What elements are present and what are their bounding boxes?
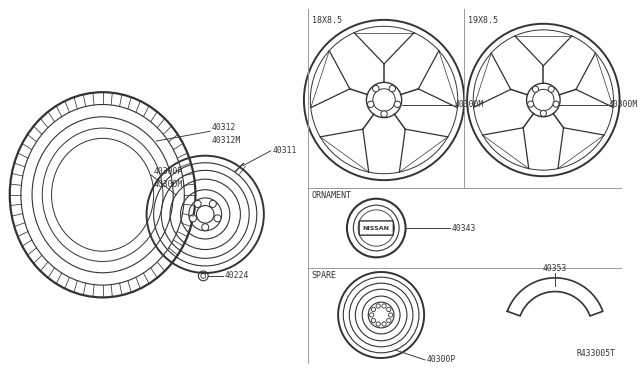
Circle shape — [189, 215, 196, 222]
Text: 40300P: 40300P — [427, 356, 456, 365]
Text: 40312: 40312 — [212, 123, 236, 132]
Circle shape — [527, 101, 534, 107]
Circle shape — [369, 313, 374, 317]
Circle shape — [214, 215, 221, 222]
Text: R433005T: R433005T — [577, 349, 616, 358]
Circle shape — [540, 110, 547, 116]
Circle shape — [387, 318, 391, 323]
Circle shape — [389, 86, 396, 92]
Circle shape — [381, 111, 387, 117]
Text: 40300M: 40300M — [154, 180, 182, 189]
Circle shape — [376, 304, 380, 308]
Text: 19X8.5: 19X8.5 — [468, 16, 498, 25]
Circle shape — [371, 307, 376, 312]
Circle shape — [376, 322, 380, 326]
Text: 40311: 40311 — [273, 146, 297, 155]
Circle shape — [548, 86, 554, 92]
Text: 40300P: 40300P — [154, 167, 182, 176]
Circle shape — [194, 201, 201, 208]
Text: 40300M: 40300M — [609, 100, 638, 109]
Circle shape — [367, 101, 374, 108]
Text: 40312M: 40312M — [212, 135, 241, 145]
Circle shape — [372, 86, 379, 92]
Circle shape — [532, 86, 538, 92]
Circle shape — [387, 307, 391, 312]
Circle shape — [394, 101, 401, 108]
Text: NISSAN: NISSAN — [363, 225, 390, 231]
Circle shape — [553, 101, 559, 107]
Text: 40353: 40353 — [543, 264, 567, 273]
Text: 40343: 40343 — [451, 224, 476, 232]
Text: 40224: 40224 — [225, 272, 249, 280]
Circle shape — [202, 224, 209, 231]
Circle shape — [209, 201, 216, 208]
Circle shape — [382, 322, 386, 326]
Circle shape — [371, 318, 376, 323]
Circle shape — [382, 304, 386, 308]
Text: SPARE: SPARE — [312, 271, 337, 280]
Text: 40300M: 40300M — [454, 100, 484, 109]
Text: ORNAMENT: ORNAMENT — [312, 191, 352, 200]
Circle shape — [388, 313, 393, 317]
Text: 18X8.5: 18X8.5 — [312, 16, 342, 25]
